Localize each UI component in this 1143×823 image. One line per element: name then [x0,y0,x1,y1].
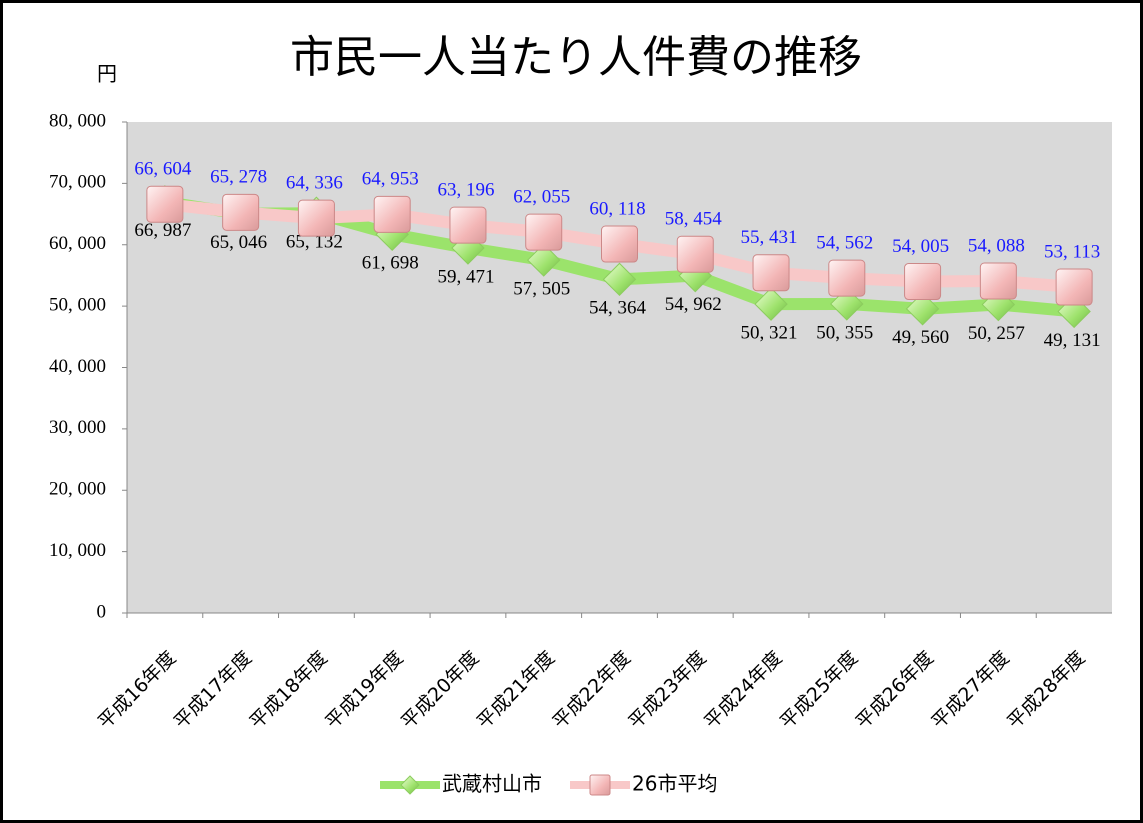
y-tick-label: 10, 000 [49,540,106,561]
point [979,262,1017,300]
data-label: 54, 962 [665,294,722,315]
data-label: 50, 355 [816,322,873,343]
point [527,243,561,277]
point [1055,268,1093,306]
point [373,195,411,233]
y-tick-label: 20, 000 [49,479,106,500]
y-axis-label: 円 [97,64,117,86]
point [146,185,184,223]
point [904,263,942,301]
data-label: 54, 562 [816,232,873,253]
point [752,254,790,292]
data-label: 57, 505 [513,278,570,299]
data-label: 60, 118 [589,198,645,219]
data-label: 59, 471 [437,266,494,287]
chart-title: 市民一人当たり人件費の推移 [290,33,862,82]
data-label: 54, 088 [968,235,1025,256]
data-label: 62, 055 [513,186,570,207]
point [525,213,563,251]
data-label: 61, 698 [362,253,419,274]
legend-marker [589,774,611,796]
y-tick-label: 30, 000 [49,417,106,438]
legend-marker [400,775,420,795]
y-tick-label: 50, 000 [49,294,106,315]
legend-label: 26市平均 [632,772,717,796]
point [676,235,714,273]
y-tick-label: 70, 000 [49,172,106,193]
data-label: 65, 132 [286,232,343,253]
data-label: 64, 336 [286,172,343,193]
data-label: 50, 321 [741,323,798,344]
y-tick-label: 80, 000 [49,110,106,131]
point [601,225,638,263]
point [602,262,637,297]
data-label: 58, 454 [665,209,723,230]
data-label: 54, 364 [589,298,647,319]
data-label: 55, 431 [741,227,798,248]
y-tick-label: 60, 000 [49,233,106,254]
point [828,259,866,297]
point [754,287,788,321]
data-label: 50, 257 [968,323,1025,344]
plot-area [127,122,1112,613]
data-label: 49, 560 [892,327,949,348]
data-label: 65, 046 [210,232,267,253]
point [297,199,335,237]
legend-label: 武蔵村山市 [442,772,542,796]
data-label: 53, 113 [1044,241,1100,262]
point [222,193,260,231]
data-label: 64, 953 [362,169,419,190]
data-label: 63, 196 [437,179,494,200]
data-label: 66, 604 [134,159,192,180]
data-label: 66, 987 [134,220,191,241]
y-tick-label: 0 [97,601,107,622]
point [449,206,487,244]
data-label: 54, 005 [892,236,949,257]
y-tick-label: 40, 000 [49,356,106,377]
data-label: 65, 278 [210,167,267,188]
point [905,292,940,326]
data-label: 49, 131 [1044,330,1101,351]
